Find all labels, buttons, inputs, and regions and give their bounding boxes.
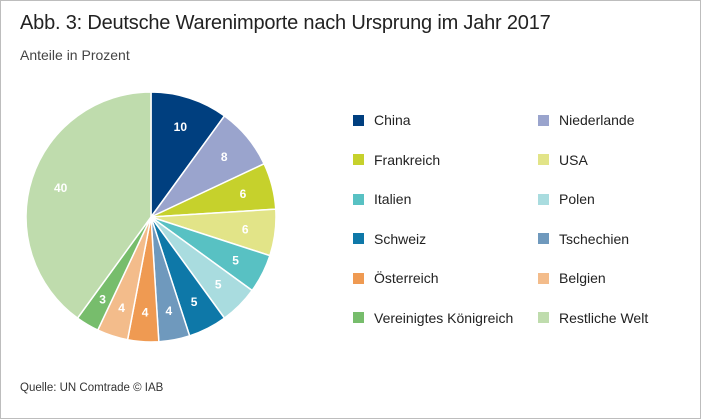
legend-swatch: [353, 193, 364, 205]
pie-data-label-4: 5: [232, 254, 239, 268]
legend-label: Schweiz: [374, 230, 427, 247]
legend-swatch: [538, 233, 549, 244]
legend-item: Belgien: [538, 270, 606, 286]
legend-label: Frankreich: [374, 151, 441, 168]
source-note: Quelle: UN Comtrade © IAB: [20, 382, 164, 394]
legend-swatch: [538, 154, 549, 165]
legend-swatch: [538, 193, 549, 205]
legend-swatch: [538, 114, 549, 126]
legend-item: Polen: [538, 191, 595, 207]
legend-item: Niederlande: [538, 112, 635, 128]
pie-data-label-9: 4: [118, 301, 125, 315]
pie-data-label-0: 10: [174, 120, 188, 134]
legend-label: Polen: [559, 191, 595, 207]
legend-item: Tschechien: [538, 231, 629, 247]
legend-label: Italien: [374, 191, 412, 207]
pie-data-label-3: 6: [242, 222, 249, 236]
legend-label: Tschechien: [559, 230, 630, 247]
pie-slice-11: [25, 91, 152, 320]
legend-swatch: [353, 114, 364, 126]
pie-data-label-1: 8: [221, 150, 228, 164]
pie-data-label-2: 6: [240, 187, 247, 201]
legend-item: Schweiz: [353, 231, 426, 247]
legend-swatch: [353, 272, 364, 284]
legend-label: Belgien: [559, 270, 606, 286]
legend-item: USA: [538, 152, 588, 168]
legend-swatch: [353, 233, 364, 244]
legend-swatch: [538, 272, 549, 284]
legend-label: Österreich: [374, 270, 439, 286]
pie-data-label-5: 5: [215, 278, 222, 292]
pie-data-label-11: 40: [54, 181, 68, 195]
legend-label: USA: [559, 151, 588, 168]
legend-item: Frankreich: [353, 152, 440, 168]
pie-data-label-8: 4: [142, 305, 149, 319]
legend-label: Niederlande: [559, 112, 635, 128]
legend-swatch: [538, 312, 549, 323]
legend-item: Österreich: [353, 270, 439, 286]
chart-subtitle: Anteile in Prozent: [20, 47, 130, 63]
pie-slice-0: [150, 91, 226, 220]
legend-item: Restliche Welt: [538, 310, 648, 326]
legend-label: Restliche Welt: [559, 309, 649, 326]
pie-data-label-10: 3: [99, 292, 106, 306]
legend-swatch: [353, 154, 364, 165]
pie-data-label-6: 5: [191, 295, 198, 309]
chart-title: Abb. 3: Deutsche Warenimporte nach Urspr…: [20, 12, 551, 34]
legend-item: Italien: [353, 191, 411, 207]
legend-swatch: [353, 312, 364, 323]
legend-label: Vereinigtes Königreich: [374, 309, 514, 326]
pie-data-label-7: 4: [165, 304, 172, 318]
legend-item: Vereinigtes Königreich: [353, 310, 513, 326]
legend-item: China: [353, 112, 411, 128]
legend-label: China: [374, 112, 411, 128]
